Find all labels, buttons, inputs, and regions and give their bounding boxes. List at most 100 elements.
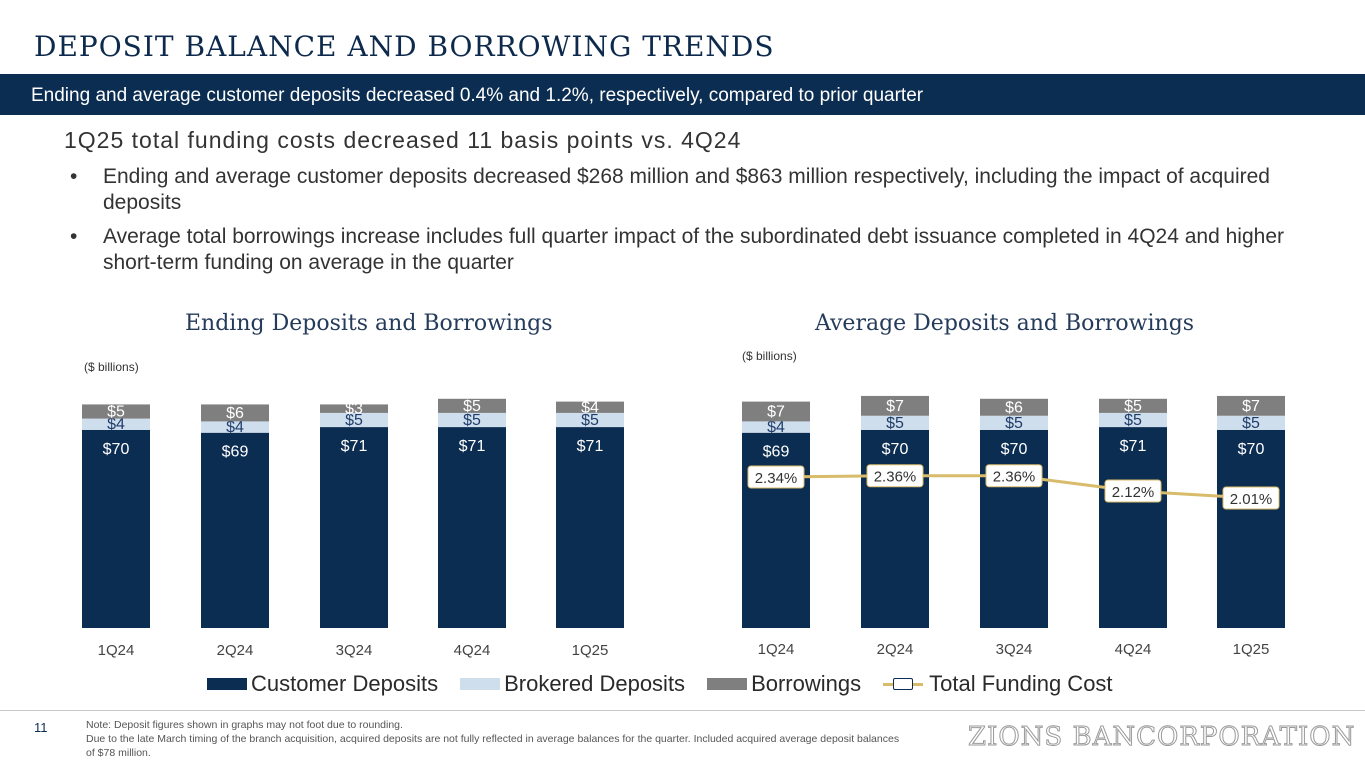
bar-borrowings — [82, 404, 150, 419]
ending-chart-title: Ending Deposits and Borrowings — [185, 311, 553, 336]
data-label-customer: $70 — [1238, 441, 1265, 458]
data-label-borrowings: $5 — [1124, 398, 1142, 415]
x-tick-label: 3Q24 — [336, 642, 373, 659]
bar-brokered — [742, 421, 810, 433]
data-label-customer: $71 — [577, 438, 604, 455]
legend-customer-swatch — [207, 678, 247, 690]
bar-borrowings — [1217, 395, 1285, 416]
legend-cost-label: Total Funding Cost — [929, 671, 1113, 696]
bar-brokered — [980, 415, 1048, 430]
bar-brokered — [82, 418, 150, 430]
funding-cost-label: 2.34% — [755, 470, 798, 487]
summary-banner: Ending and average customer deposits dec… — [0, 74, 1365, 115]
bar-customer — [861, 429, 929, 628]
data-label-brokered: $4 — [226, 419, 244, 436]
legend-cost-swatch — [883, 678, 924, 690]
bar-customer — [1217, 429, 1285, 628]
x-tick-label: 4Q24 — [1115, 641, 1152, 658]
legend-borrowings-swatch — [707, 678, 748, 690]
data-label-brokered: $5 — [886, 415, 904, 432]
x-tick-label: 1Q24 — [758, 641, 795, 658]
data-label-brokered: $5 — [1124, 412, 1142, 429]
data-label-customer: $71 — [1120, 438, 1147, 455]
x-tick-label: 2Q24 — [877, 641, 914, 658]
bar-brokered — [320, 412, 388, 428]
bar-customer — [438, 427, 506, 628]
legend-borrowings-label: Borrowings — [751, 671, 862, 696]
data-label-borrowings: $7 — [1242, 398, 1260, 415]
funding-cost-marker — [985, 464, 1043, 488]
charts-canvas: $70$4$51Q24$69$4$62Q24$71$5$33Q24$71$5$5… — [82, 395, 1285, 659]
legend-brokered-swatch — [460, 678, 501, 690]
data-label-brokered: $5 — [1242, 415, 1260, 432]
legend-cost: Total Funding Cost — [883, 671, 1113, 697]
bar-customer — [1099, 427, 1167, 628]
subheading: 1Q25 total funding costs decreased 11 ba… — [64, 127, 742, 153]
bar-customer — [980, 429, 1048, 628]
data-label-customer: $71 — [459, 438, 486, 455]
bar-customer — [742, 432, 810, 628]
legend-brokered: Brokered Deposits — [460, 671, 685, 697]
legend-brokered-label: Brokered Deposits — [504, 671, 686, 696]
average-chart-title: Average Deposits and Borrowings — [815, 311, 1195, 336]
bar-borrowings — [438, 398, 506, 413]
data-label-borrowings: $4 — [581, 399, 599, 416]
bullet-list: Ending and average customer deposits dec… — [70, 164, 1330, 284]
bar-borrowings — [201, 404, 269, 422]
bar-borrowings — [1099, 398, 1167, 413]
data-label-brokered: $4 — [767, 419, 785, 436]
footnote-line: Due to the late March timing of the bran… — [86, 733, 900, 759]
data-label-customer: $70 — [882, 441, 909, 458]
funding-cost-label: 2.36% — [993, 469, 1036, 486]
bar-brokered — [861, 415, 929, 430]
bar-brokered — [556, 412, 624, 428]
legend-customer-label: Customer Deposits — [251, 671, 439, 696]
funding-cost-marker — [866, 464, 924, 488]
ending-unit-label: ($ billions) — [84, 360, 139, 374]
data-label-brokered: $4 — [107, 416, 125, 433]
funding-cost-marker — [747, 465, 805, 489]
data-label-customer: $71 — [341, 438, 368, 455]
funding-cost-label: 2.01% — [1230, 491, 1273, 508]
legend-customer: Customer Deposits — [207, 671, 438, 697]
page-number: 11 — [34, 720, 48, 735]
data-label-borrowings: $7 — [767, 404, 785, 421]
data-label-brokered: $5 — [463, 412, 481, 429]
data-label-customer: $69 — [763, 444, 790, 461]
legend-borrowings: Borrowings — [707, 671, 861, 697]
data-label-borrowings: $5 — [463, 398, 481, 415]
chart-legend: Customer Deposits Brokered Deposits Borr… — [207, 671, 1135, 697]
data-label-borrowings: $7 — [886, 398, 904, 415]
bullet-item: Average total borrowings increase includ… — [70, 224, 1330, 276]
data-label-borrowings: $6 — [1005, 399, 1023, 416]
x-tick-label: 1Q25 — [1233, 641, 1270, 658]
bar-customer — [556, 427, 624, 628]
x-tick-label: 4Q24 — [454, 642, 491, 659]
footnote: Note: Deposit figures shown in graphs ma… — [86, 718, 906, 760]
average-unit-label: ($ billions) — [742, 349, 797, 363]
bar-customer — [201, 432, 269, 628]
bar-borrowings — [556, 401, 624, 413]
bar-brokered — [1099, 412, 1167, 428]
bar-borrowings — [742, 401, 810, 422]
data-label-customer: $69 — [222, 444, 249, 461]
data-label-customer: $70 — [1001, 441, 1028, 458]
data-label-brokered: $5 — [581, 412, 599, 429]
company-logo: ZIONS BANCORPORATION — [967, 722, 1356, 753]
funding-cost-marker — [1104, 479, 1162, 503]
bar-borrowings — [980, 398, 1048, 416]
x-tick-label: 1Q25 — [572, 642, 609, 659]
bar-brokered — [201, 421, 269, 433]
data-label-borrowings: $3 — [345, 401, 363, 418]
bullet-item: Ending and average customer deposits dec… — [70, 164, 1330, 216]
funding-cost-label: 2.12% — [1112, 484, 1155, 501]
page-title: DEPOSIT BALANCE AND BORROWING TRENDS — [34, 30, 775, 63]
x-tick-label: 3Q24 — [996, 641, 1033, 658]
bar-borrowings — [320, 404, 388, 413]
data-label-brokered: $5 — [1005, 415, 1023, 432]
data-label-brokered: $5 — [345, 412, 363, 429]
bar-brokered — [438, 412, 506, 428]
bar-customer — [320, 427, 388, 628]
x-tick-label: 1Q24 — [98, 642, 135, 659]
x-tick-label: 2Q24 — [217, 642, 254, 659]
